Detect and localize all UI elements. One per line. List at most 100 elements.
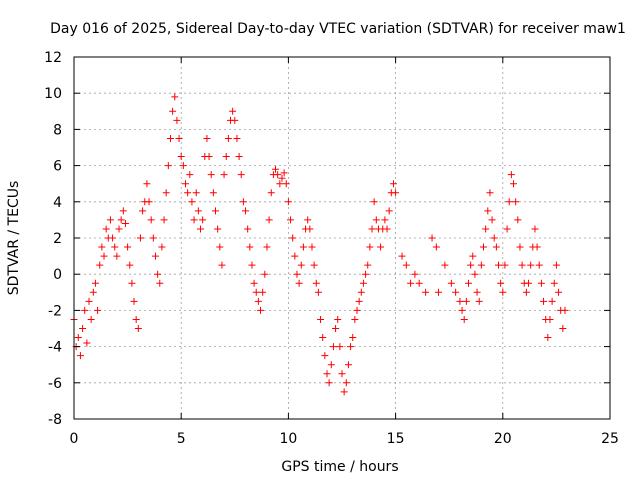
data-point <box>265 216 273 224</box>
data-point <box>186 171 194 179</box>
data-point <box>540 297 548 305</box>
data-point <box>252 288 260 296</box>
data-point <box>518 261 526 269</box>
data-point <box>83 339 91 347</box>
data-point <box>276 180 284 188</box>
data-point <box>389 180 397 188</box>
data-point <box>383 225 391 233</box>
data-point <box>181 180 189 188</box>
data-point <box>282 180 290 188</box>
x-tick-label: 25 <box>601 431 619 447</box>
chart-title: Day 016 of 2025, Sidereal Day-to-day VTE… <box>50 21 626 37</box>
data-point <box>555 288 563 296</box>
data-point <box>158 243 166 251</box>
data-point <box>462 297 470 305</box>
data-point <box>162 189 170 197</box>
data-point <box>535 261 543 269</box>
data-point <box>121 220 129 228</box>
data-point <box>113 252 121 260</box>
data-point <box>492 243 500 251</box>
data-point <box>329 343 337 351</box>
data-point <box>351 315 359 323</box>
data-point <box>434 288 442 296</box>
data-point <box>415 279 423 287</box>
data-point <box>231 116 239 124</box>
y-tick-label: -6 <box>48 376 62 392</box>
data-point <box>458 306 466 314</box>
data-point <box>160 216 168 224</box>
data-point <box>490 234 498 242</box>
data-point <box>106 216 114 224</box>
data-point <box>411 270 419 278</box>
data-point <box>81 306 89 314</box>
axis-ticks: 0 5 10 15 20 25 -8 -6 -4 -2 0 2 4 6 8 10 12 <box>44 50 619 447</box>
data-point <box>214 225 222 233</box>
data-point <box>482 225 490 233</box>
data-point <box>447 279 455 287</box>
data-point <box>188 198 196 206</box>
data-point <box>304 216 312 224</box>
data-point <box>398 252 406 260</box>
data-point <box>422 288 430 296</box>
data-point <box>385 207 393 215</box>
data-point <box>402 261 410 269</box>
data-point <box>357 288 365 296</box>
data-point <box>117 216 125 224</box>
data-point <box>512 198 520 206</box>
data-point <box>151 252 159 260</box>
data-point <box>471 270 479 278</box>
data-point <box>171 93 179 101</box>
data-point <box>194 207 202 215</box>
data-point <box>124 243 132 251</box>
data-point <box>344 361 352 369</box>
data-point <box>342 379 350 387</box>
data-point <box>561 306 569 314</box>
data-point <box>244 225 252 233</box>
x-tick-label: 20 <box>494 431 512 447</box>
data-point <box>299 243 307 251</box>
y-tick-label: 2 <box>53 231 62 247</box>
data-point <box>145 198 153 206</box>
data-point <box>109 234 117 242</box>
data-point <box>250 279 258 287</box>
y-tick-label: -4 <box>48 340 62 356</box>
data-point <box>287 216 295 224</box>
data-point <box>366 243 374 251</box>
data-point <box>136 234 144 242</box>
data-point <box>522 288 530 296</box>
y-tick-label: -8 <box>48 412 62 428</box>
data-point <box>338 370 346 378</box>
data-point <box>156 279 164 287</box>
data-point <box>473 288 481 296</box>
data-point <box>94 306 102 314</box>
data-point <box>91 279 99 287</box>
data-point <box>261 270 269 278</box>
data-point <box>233 134 241 142</box>
data-point <box>347 343 355 351</box>
data-point <box>100 252 108 260</box>
data-point <box>199 216 207 224</box>
data-point <box>334 315 342 323</box>
data-point <box>297 261 305 269</box>
data-point <box>428 234 436 242</box>
data-point <box>222 153 230 161</box>
data-point <box>196 225 204 233</box>
data-point <box>507 171 515 179</box>
data-point <box>544 334 552 342</box>
data-point <box>229 107 237 115</box>
data-point <box>332 325 340 332</box>
data-point <box>312 279 320 287</box>
data-point <box>102 225 110 233</box>
data-point <box>87 315 95 323</box>
data-point <box>263 243 271 251</box>
data-point <box>272 165 280 173</box>
data-point <box>289 234 297 242</box>
data-point <box>533 243 541 251</box>
data-point <box>364 261 372 269</box>
data-point <box>169 107 177 115</box>
data-point <box>205 153 213 161</box>
data-point <box>469 252 477 260</box>
data-point <box>130 297 138 305</box>
data-point <box>224 134 232 142</box>
data-point <box>319 334 327 342</box>
